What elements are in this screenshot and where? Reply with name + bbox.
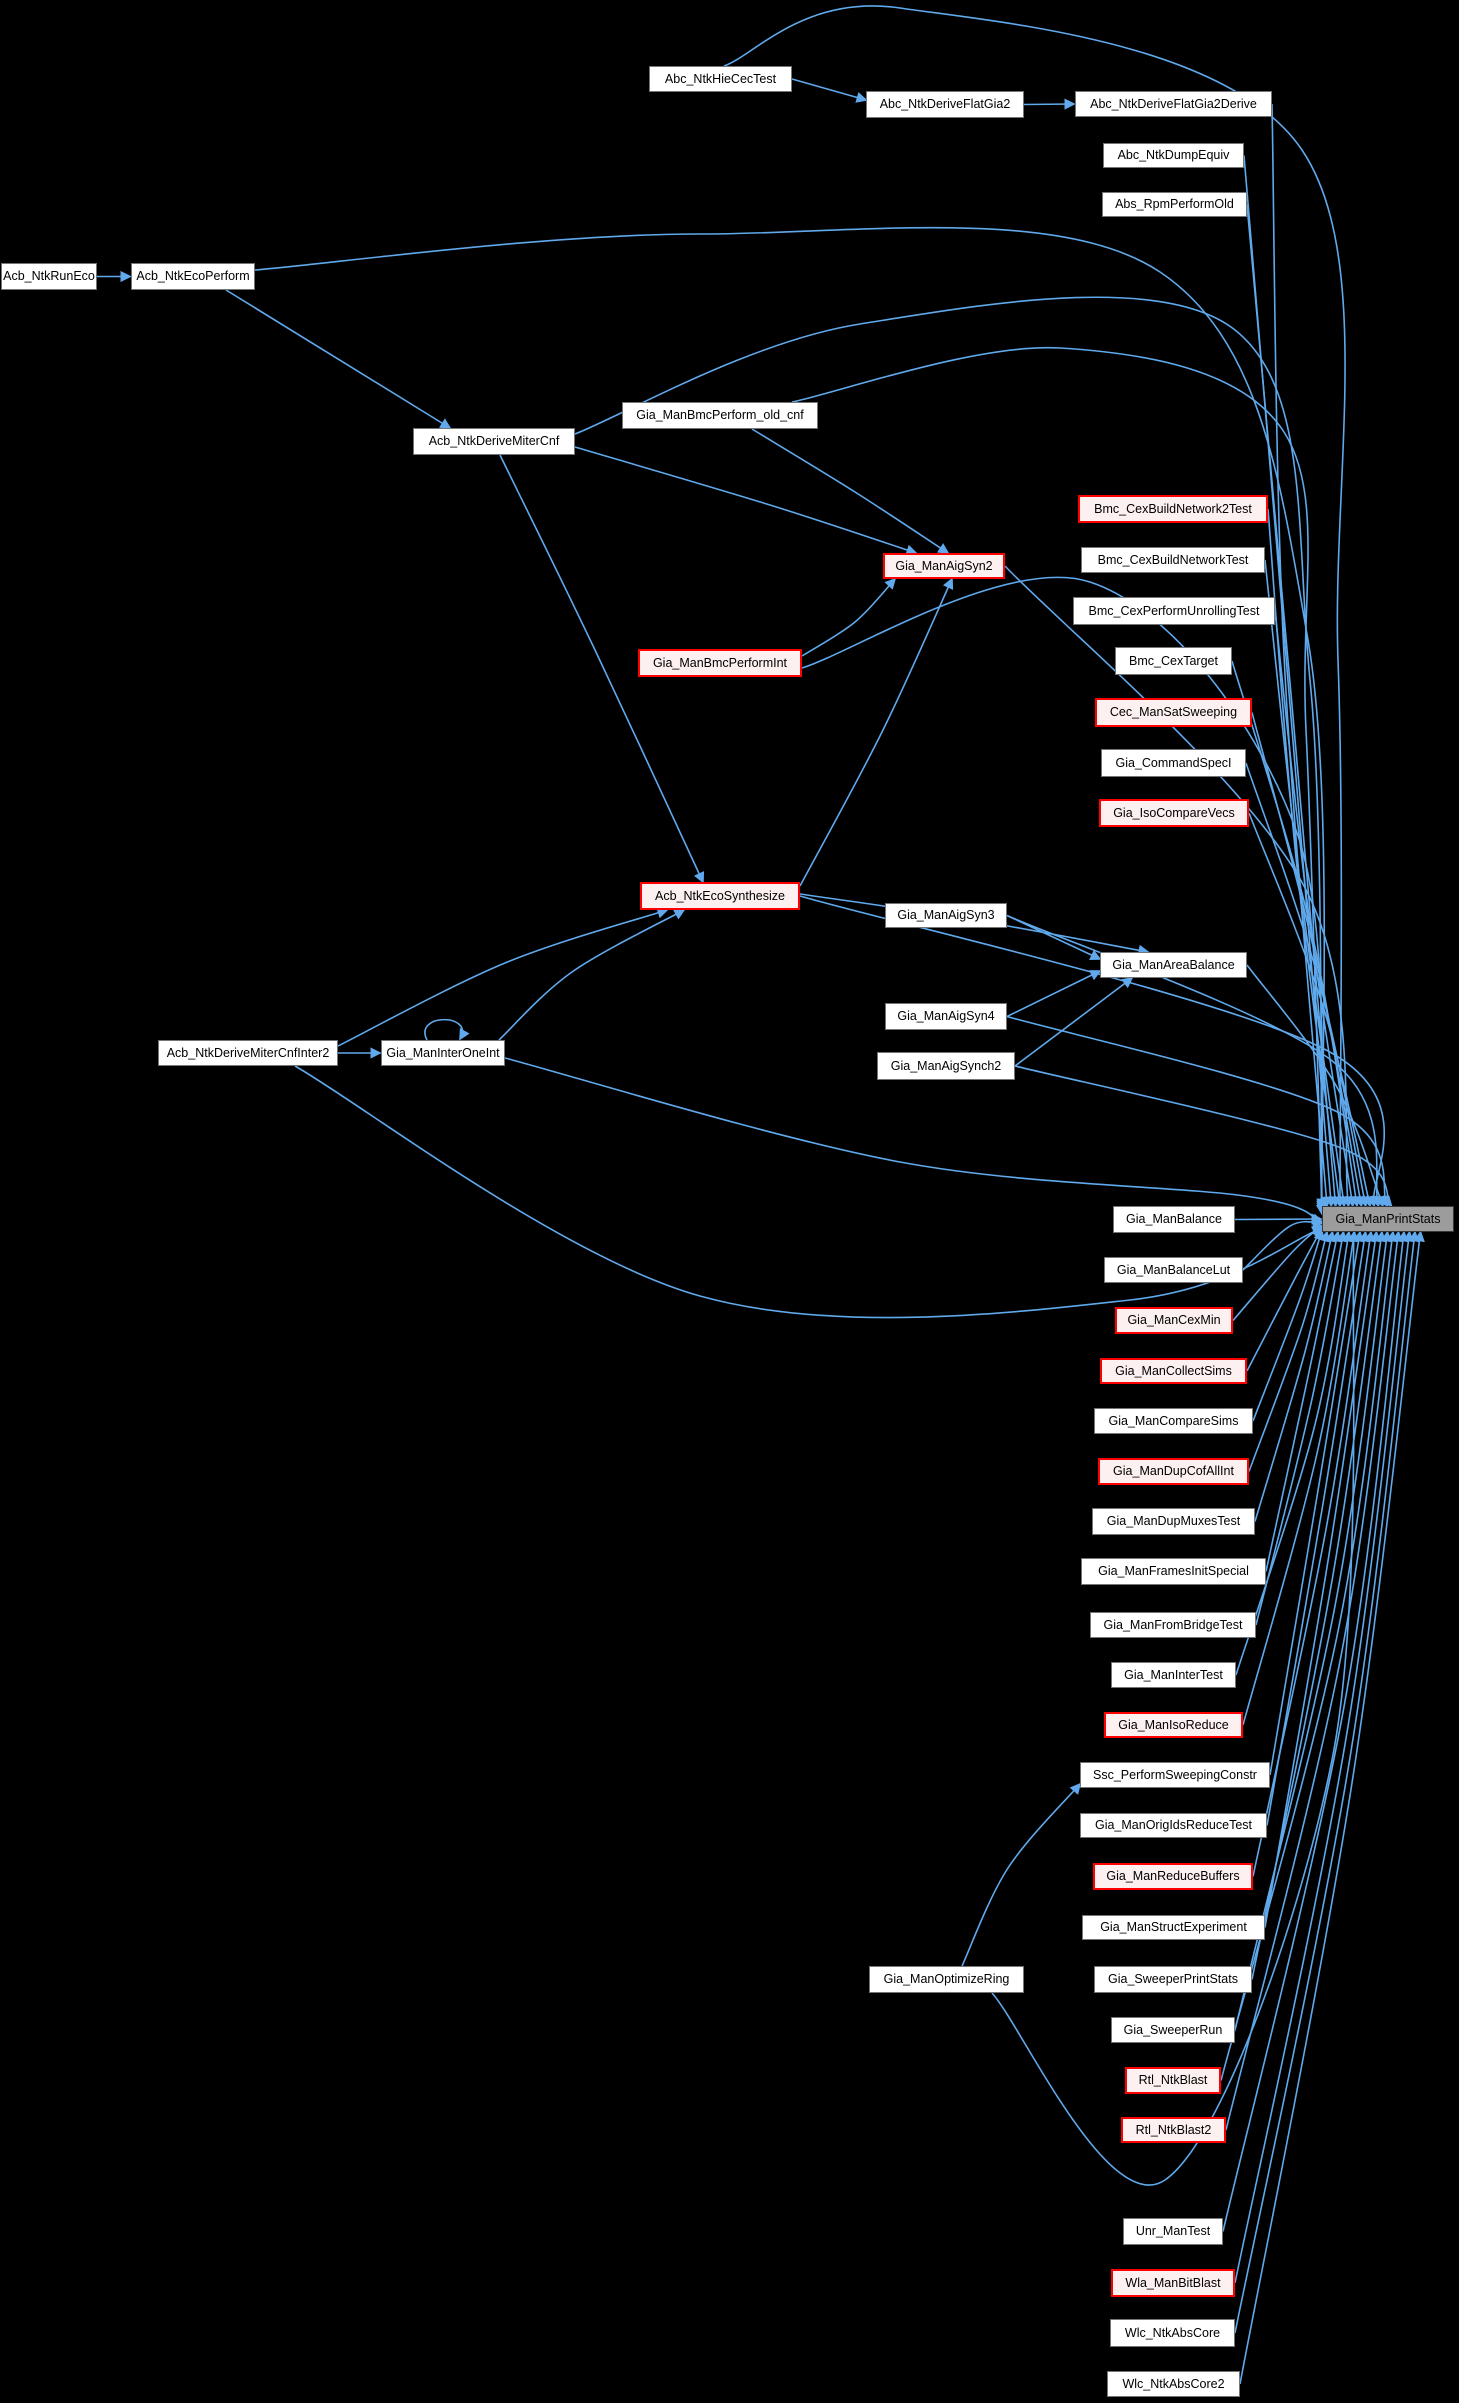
graph-node-wlcabs[interactable]: Wlc_NtkAbsCore	[1110, 2319, 1235, 2347]
graph-node-aigsyn2[interactable]: Gia_ManAigSyn2	[883, 553, 1005, 579]
graph-node-wlcabs2[interactable]: Wlc_NtkAbsCore2	[1107, 2371, 1240, 2397]
call-edge-hiecectest-to-flatgia2	[791, 78, 868, 103]
call-edge-isoreduce-to-gmps	[1242, 1230, 1359, 1726]
call-edge-rtlblast2-to-gmps	[1225, 1230, 1403, 2131]
graph-node-isocmp[interactable]: Gia_IsoCompareVecs	[1099, 799, 1249, 827]
call-edge-bmcoldcnf-to-gmps	[791, 346, 1328, 1214]
graph-node-bmcint[interactable]: Gia_ManBmcPerformInt	[638, 649, 802, 677]
graph-node-ecosynth[interactable]: Acb_NtkEcoSynthesize	[640, 882, 800, 910]
call-edge-aigsynch2-to-gmps	[1014, 1065, 1393, 1208]
graph-node-unrman[interactable]: Unr_ManTest	[1123, 2218, 1223, 2245]
call-edge-cecsat-to-gmps	[1251, 712, 1366, 1208]
graph-node-mitercnf[interactable]: Acb_NtkDeriveMiterCnf	[413, 428, 575, 455]
call-edge-wlabb-to-gmps	[1234, 1230, 1414, 2284]
call-edge-redbuf-to-gmps	[1252, 1230, 1376, 1877]
graph-node-cecsat[interactable]: Cec_ManSatSweeping	[1095, 698, 1252, 727]
call-edge-flatgia2derive-to-gmps	[1271, 103, 1332, 1208]
call-edge-cextarget-to-gmps	[1231, 660, 1362, 1208]
call-edge-cmdspeci-to-gmps	[1245, 762, 1370, 1208]
call-edge-framesinit-to-gmps	[1265, 1230, 1342, 1572]
call-edge-mitercnf-to-gmps	[574, 296, 1328, 1210]
graph-node-framesinit[interactable]: Gia_ManFramesInitSpecial	[1081, 1558, 1266, 1585]
call-edge-dupcof-to-gmps	[1248, 1230, 1330, 1472]
call-edge-areabal-to-gmps	[1246, 964, 1385, 1208]
call-edge-comparesims-to-gmps	[1252, 1228, 1325, 1422]
call-edge-interone-to-gmps	[504, 1057, 1324, 1225]
graph-node-aigsynch2[interactable]: Gia_ManAigSynch2	[877, 1052, 1015, 1080]
graph-node-optring[interactable]: Gia_ManOptimizeRing	[869, 1966, 1024, 1993]
call-edge-flatgia2-to-flatgia2derive	[1023, 98, 1076, 110]
graph-node-bmctest[interactable]: Bmc_CexBuildNetworkTest	[1081, 547, 1265, 573]
call-edge-bmcoldcnf-to-aigsyn2	[751, 428, 950, 554]
graph-node-dumpequiv[interactable]: Abc_NtkDumpEquiv	[1103, 143, 1244, 168]
graph-node-balancelut[interactable]: Gia_ManBalanceLut	[1104, 1257, 1243, 1283]
graph-node-rpmold[interactable]: Abs_RpmPerformOld	[1102, 192, 1247, 217]
graph-node-areabal[interactable]: Gia_ManAreaBalance	[1100, 952, 1247, 978]
call-edge-dupmuxes-to-gmps	[1254, 1230, 1336, 1522]
call-edge-mitercnf-to-ecosynth	[499, 454, 705, 884]
graph-node-rtlblast2[interactable]: Rtl_NtkBlast2	[1121, 2117, 1226, 2143]
call-edge-wlcabs2-to-gmps	[1239, 1230, 1425, 2385]
graph-node-intertest[interactable]: Gia_ManInterTest	[1111, 1662, 1236, 1688]
graph-node-runeco[interactable]: Acb_NtkRunEco	[1, 263, 97, 290]
graph-node-cextarget[interactable]: Bmc_CexTarget	[1115, 647, 1232, 675]
call-edge-isocmp-to-gmps	[1248, 812, 1374, 1208]
graph-node-frombridge[interactable]: Gia_ManFromBridgeTest	[1090, 1612, 1256, 1638]
graph-node-aigsyn4[interactable]: Gia_ManAigSyn4	[885, 1003, 1007, 1030]
graph-node-hiecectest[interactable]: Abc_NtkHieCecTest	[649, 66, 792, 92]
graph-node-dupcof[interactable]: Gia_ManDupCofAllInt	[1098, 1458, 1249, 1485]
call-edge-mitercnf-to-aigsyn2	[574, 446, 918, 556]
graph-node-interone[interactable]: Gia_ManInterOneInt	[381, 1040, 505, 1066]
graph-node-ssc[interactable]: Ssc_PerformSweepingConstr	[1080, 1762, 1270, 1788]
call-edge-hiecectest-to-gmps	[723, 5, 1346, 1208]
graph-node-gmps[interactable]: Gia_ManPrintStats	[1322, 1206, 1454, 1232]
graph-node-flatgia2[interactable]: Abc_NtkDeriveFlatGia2	[866, 91, 1024, 118]
call-edge-ecoperform-to-gmps	[254, 226, 1328, 1212]
graph-node-inter2[interactable]: Acb_NtkDeriveMiterCnfInter2	[158, 1040, 338, 1066]
graph-node-ecoperform[interactable]: Acb_NtkEcoPerform	[131, 263, 255, 290]
call-edge-unrman-to-gmps	[1222, 1230, 1409, 2232]
call-edge-ecoperform-to-mitercnf	[225, 289, 452, 429]
call-edge-bmctest-to-gmps	[1264, 559, 1349, 1208]
call-edge-interone-to-ecosynth	[498, 909, 686, 1041]
call-edge-rpmold-to-gmps	[1246, 204, 1341, 1208]
graph-node-redbuf[interactable]: Gia_ManReduceBuffers	[1093, 1863, 1253, 1890]
call-edge-aigsyn4-to-gmps	[1006, 1015, 1388, 1208]
call-edge-balance-to-gmps	[1234, 1213, 1323, 1225]
call-edge-aigsyn3-to-gmps	[1006, 914, 1382, 1208]
graph-node-aigsyn3[interactable]: Gia_ManAigSyn3	[885, 903, 1007, 928]
call-edge-inter2-to-ecosynth	[337, 907, 669, 1047]
call-edge-wlcabs-to-gmps	[1234, 1230, 1420, 2334]
call-edge-bmc2test-to-gmps	[1267, 508, 1345, 1208]
call-edge-aigsyn4-to-areabal	[1006, 970, 1102, 1018]
call-edge-bmcint-to-aigsyn2	[801, 577, 897, 657]
graph-node-wlabb[interactable]: Wla_ManBitBlast	[1111, 2269, 1235, 2297]
graph-node-origids[interactable]: Gia_ManOrigIdsReduceTest	[1080, 1813, 1267, 1838]
call-edge-ecosynth-to-aigsyn2	[799, 577, 954, 887]
call-edge-ssc-to-gmps	[1269, 1230, 1365, 1776]
graph-node-collectsims[interactable]: Gia_ManCollectSims	[1100, 1358, 1247, 1384]
graph-node-isoreduce[interactable]: Gia_ManIsoReduce	[1104, 1712, 1243, 1738]
call-edge-optring-to-ssc	[961, 1782, 1082, 1967]
graph-node-cexmin[interactable]: Gia_ManCexMin	[1115, 1307, 1233, 1334]
graph-node-bmcoldcnf[interactable]: Gia_ManBmcPerform_old_cnf	[622, 402, 818, 429]
call-edge-balancelut-to-gmps	[1242, 1218, 1324, 1271]
call-edge-bmcunroll-to-gmps	[1274, 610, 1357, 1208]
graph-node-flatgia2derive[interactable]: Abc_NtkDeriveFlatGia2Derive	[1075, 91, 1272, 117]
graph-node-structexp[interactable]: Gia_ManStructExperiment	[1082, 1915, 1265, 1940]
graph-node-comparesims[interactable]: Gia_ManCompareSims	[1094, 1408, 1253, 1434]
graph-node-bmcunroll[interactable]: Bmc_CexPerformUnrollingTest	[1073, 597, 1275, 625]
graph-node-rtlblast[interactable]: Rtl_NtkBlast	[1125, 2067, 1221, 2094]
graph-node-balance[interactable]: Gia_ManBalance	[1113, 1206, 1235, 1233]
graph-node-swrun[interactable]: Gia_SweeperRun	[1111, 2017, 1235, 2043]
graph-node-swprint[interactable]: Gia_SweeperPrintStats	[1094, 1966, 1252, 1993]
call-edge-interone-to-interone	[424, 1018, 470, 1041]
graph-node-cmdspeci[interactable]: Gia_CommandSpecI	[1101, 749, 1246, 777]
call-edge-aigsynch2-to-areabal	[1014, 976, 1134, 1067]
graph-node-bmc2test[interactable]: Bmc_CexBuildNetwork2Test	[1078, 495, 1268, 523]
graph-node-dupmuxes[interactable]: Gia_ManDupMuxesTest	[1092, 1508, 1255, 1535]
